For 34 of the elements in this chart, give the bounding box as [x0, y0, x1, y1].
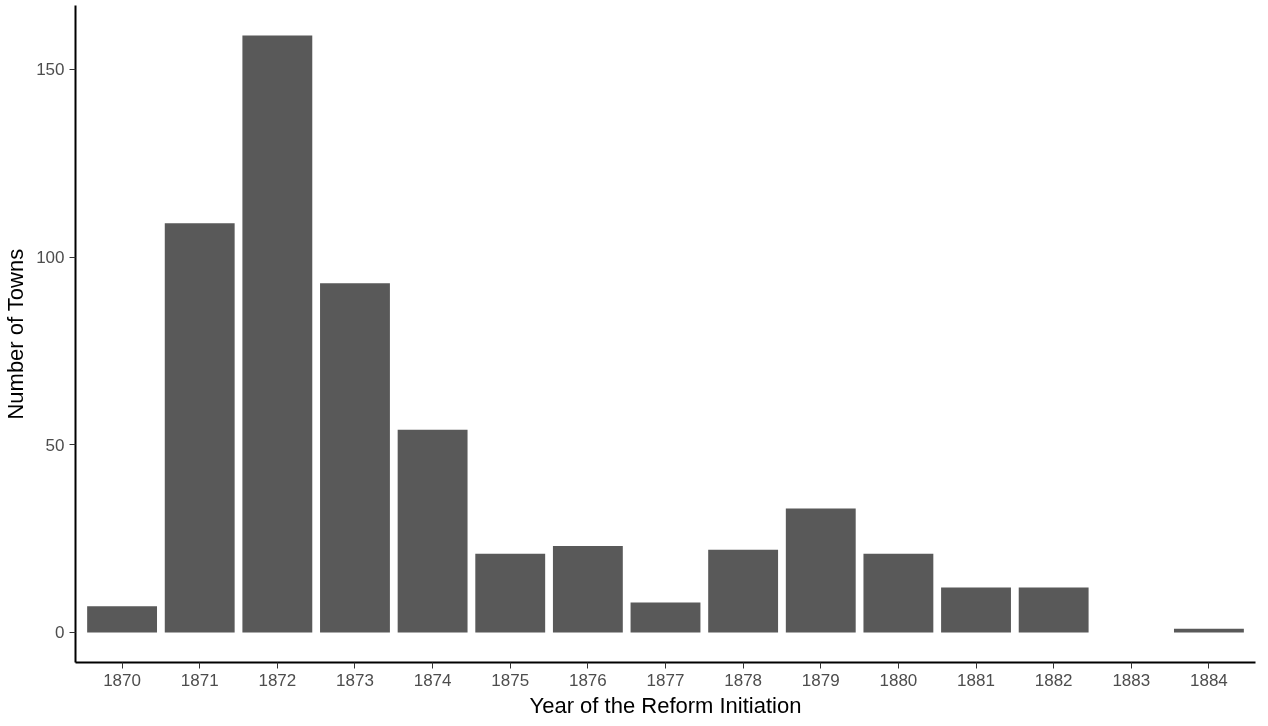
y-tick-label: 100	[36, 248, 65, 268]
bar	[320, 283, 390, 633]
bar	[785, 508, 856, 633]
x-tick-label: 1883	[1112, 670, 1151, 690]
x-tick-label: 1870	[103, 670, 141, 690]
bar	[630, 602, 701, 633]
bar	[475, 553, 546, 633]
bar	[941, 587, 1011, 633]
x-tick-label: 1881	[957, 670, 995, 690]
x-tick-label: 1878	[724, 670, 763, 690]
bar	[1018, 587, 1089, 633]
x-tick-label: 1872	[258, 670, 297, 690]
x-tick-label: 1879	[801, 670, 840, 690]
bar	[164, 223, 235, 633]
x-tick-label: 1882	[1034, 670, 1073, 690]
y-axis-title: Number of Towns	[3, 248, 29, 420]
bar	[87, 606, 158, 633]
y-tick-label: 0	[55, 623, 65, 643]
bar	[552, 546, 623, 633]
y-tick-label: 150	[36, 60, 65, 80]
bar	[242, 35, 313, 633]
x-tick-label: 1876	[568, 670, 607, 690]
bar	[863, 553, 934, 633]
y-tick-label: 50	[45, 435, 65, 455]
x-tick-label: 1874	[413, 670, 452, 690]
x-tick-label: 1884	[1190, 670, 1228, 690]
x-tick-label: 1877	[646, 670, 685, 690]
x-tick-label: 1875	[491, 670, 530, 690]
x-tick-label: 1871	[180, 670, 219, 690]
bar	[397, 429, 468, 633]
x-tick-label: 1873	[336, 670, 374, 690]
bar	[708, 549, 779, 633]
x-tick-label: 1880	[879, 670, 918, 690]
x-axis-title: Year of the Reform Initiation	[529, 692, 802, 718]
